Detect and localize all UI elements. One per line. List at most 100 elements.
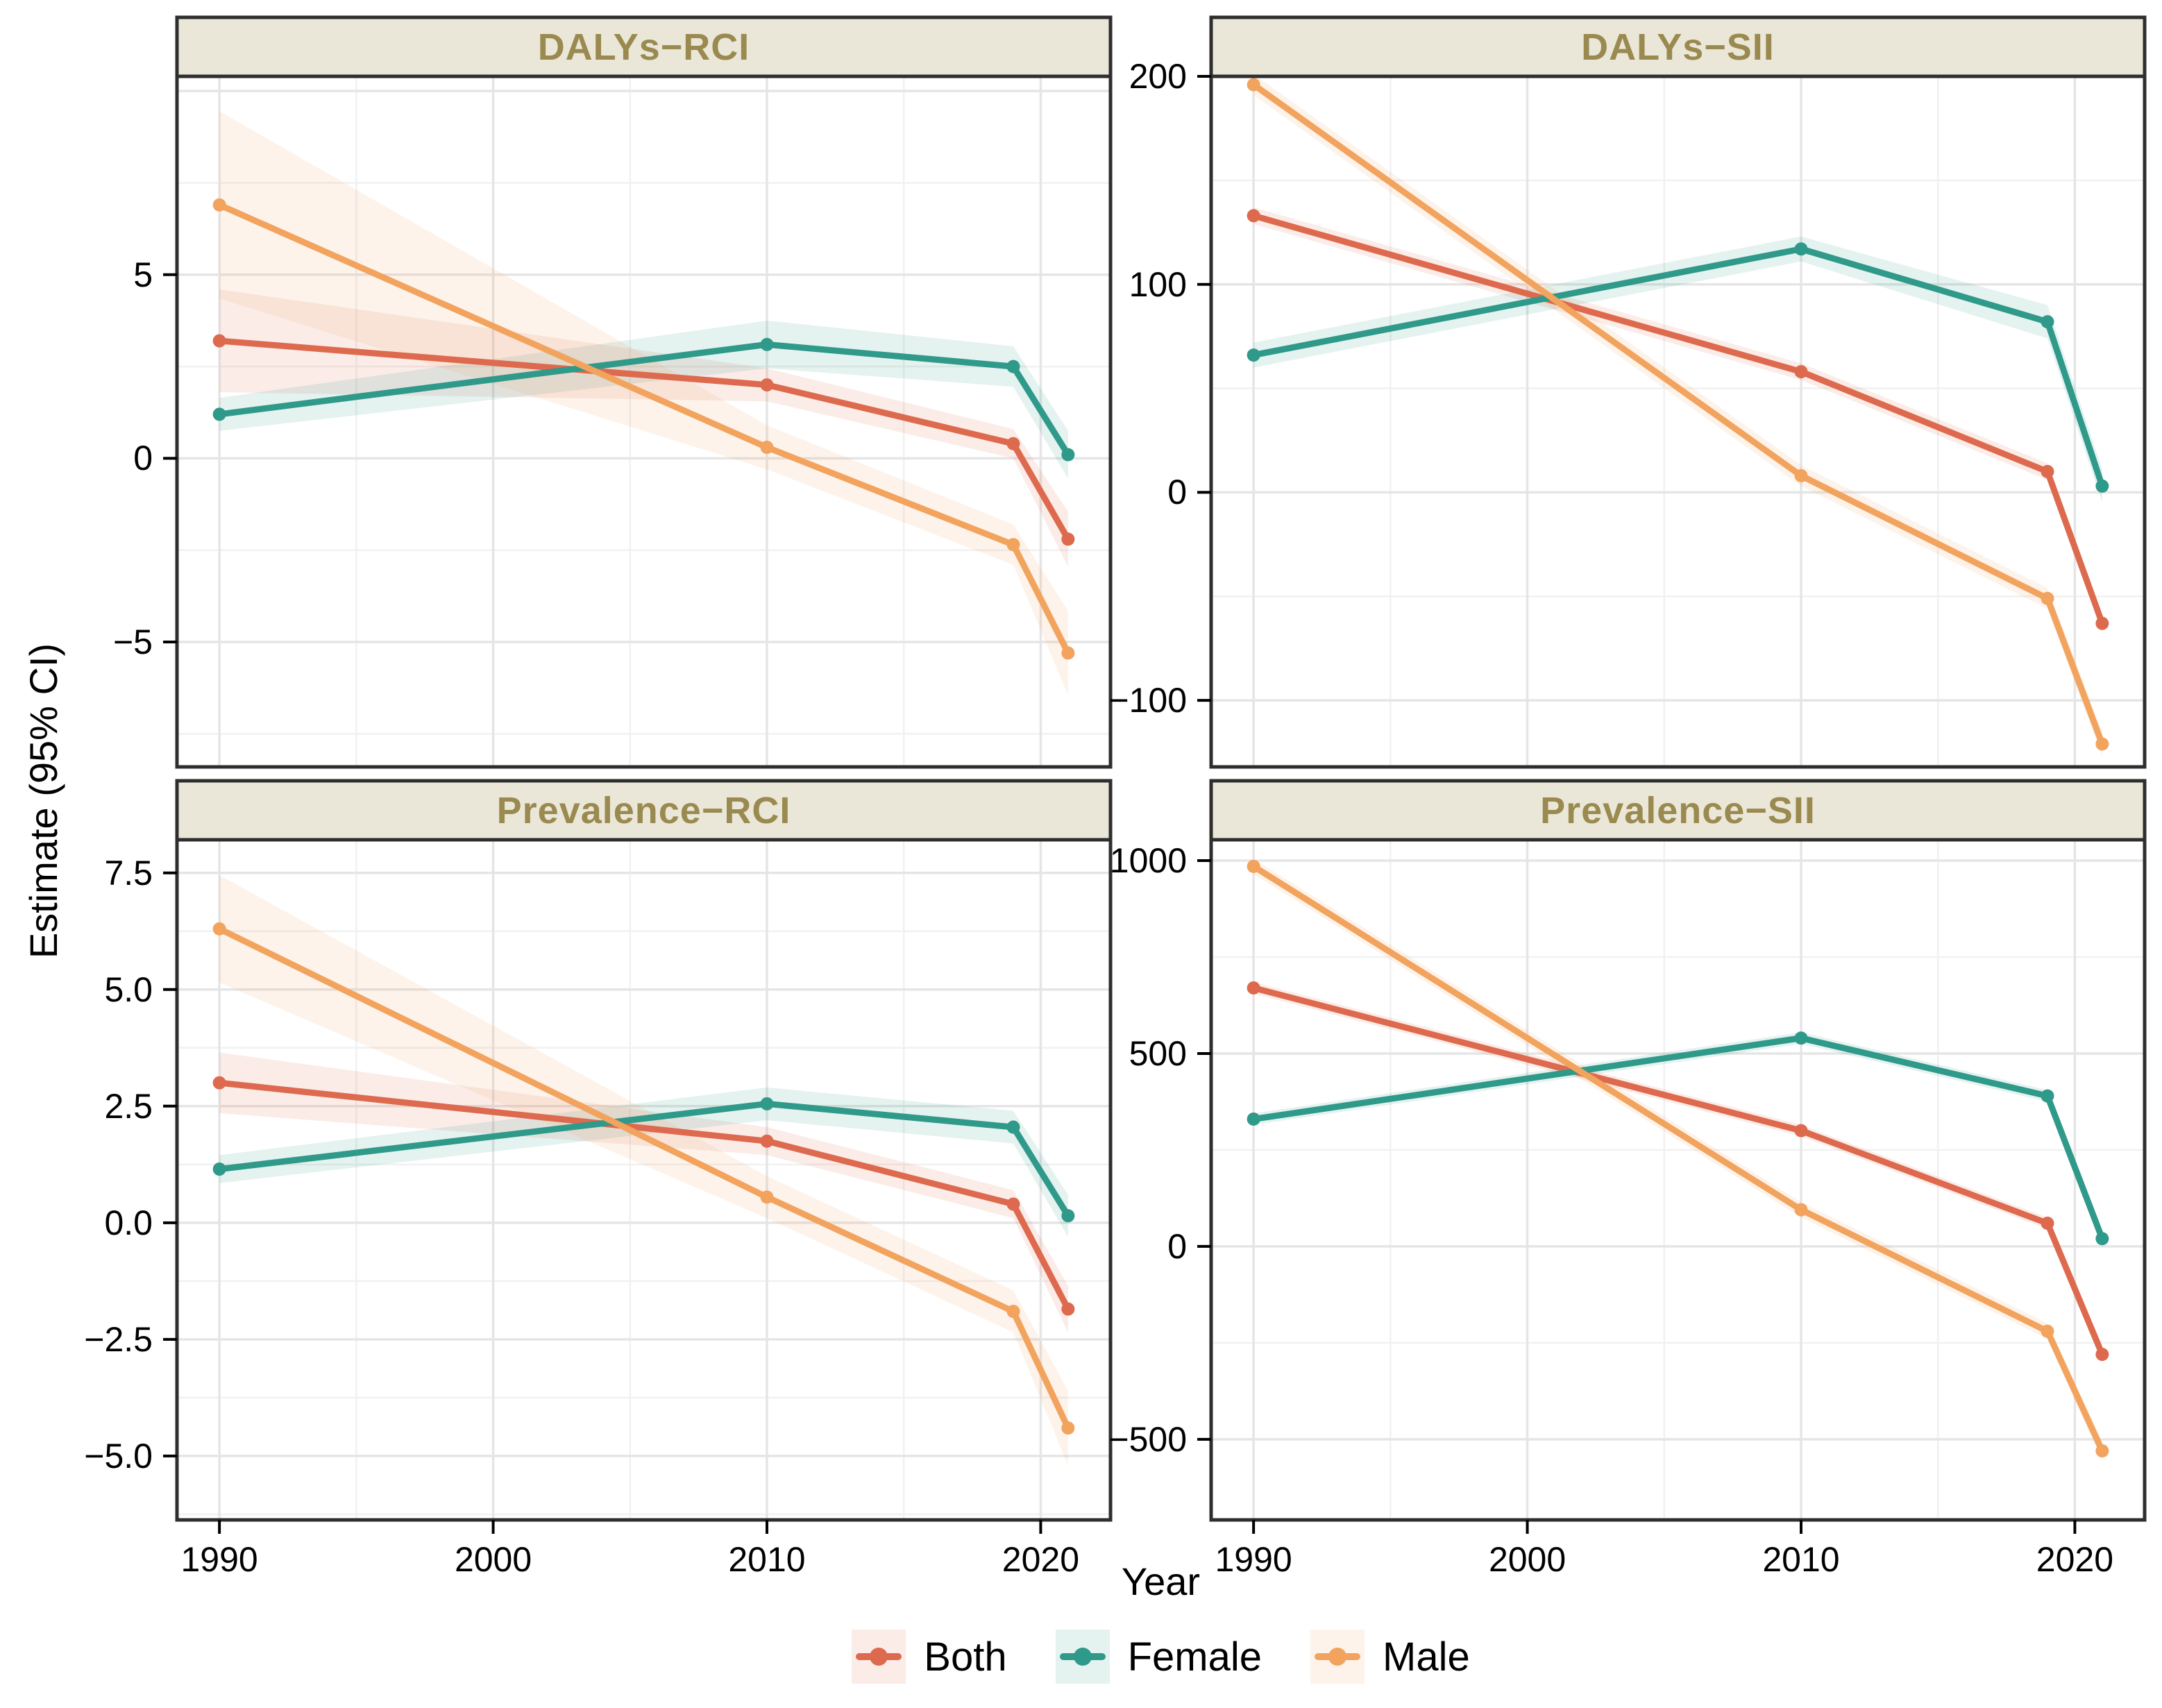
facet-strip-title-dalys-sii: DALYs−SII bbox=[1581, 26, 1775, 68]
data-point-both bbox=[2095, 616, 2109, 630]
y-tick-label: −5.0 bbox=[84, 1436, 153, 1476]
data-point-female bbox=[2041, 315, 2054, 329]
legend-point-swatch bbox=[870, 1648, 888, 1666]
data-point-both bbox=[760, 378, 774, 392]
x-tick-label: 1990 bbox=[180, 1540, 258, 1579]
data-point-both bbox=[1247, 981, 1260, 995]
data-point-female bbox=[1247, 348, 1260, 362]
legend-label-both: Both bbox=[924, 1634, 1007, 1680]
data-point-female bbox=[760, 337, 774, 351]
series-line-female bbox=[216, 1100, 1072, 1219]
ci-ribbon-both bbox=[219, 1052, 1068, 1333]
legend-key-female bbox=[1055, 1630, 1110, 1684]
y-tick-label: 5.0 bbox=[104, 970, 153, 1009]
data-point-male bbox=[1794, 468, 1808, 482]
data-point-male bbox=[1061, 646, 1075, 660]
data-point-male bbox=[2041, 591, 2054, 605]
data-point-both bbox=[1061, 532, 1075, 546]
data-point-female bbox=[1061, 448, 1075, 462]
y-tick-label: −100 bbox=[1108, 681, 1187, 720]
ci-ribbon-male bbox=[219, 111, 1068, 695]
data-point-male bbox=[2095, 737, 2109, 751]
series-line-both bbox=[1250, 212, 2106, 627]
data-point-female bbox=[1006, 360, 1020, 373]
legend-point-swatch bbox=[1073, 1648, 1092, 1666]
ci-ribbon-female bbox=[1253, 236, 2102, 503]
y-tick-label: 1000 bbox=[1109, 841, 1187, 881]
panel-background bbox=[1211, 76, 2145, 767]
data-point-male bbox=[760, 1190, 774, 1204]
legend-item-female: Female bbox=[1055, 1630, 1262, 1684]
series-line-female bbox=[1250, 246, 2106, 489]
data-point-both bbox=[1006, 437, 1020, 450]
ci-ribbon-female bbox=[219, 1087, 1068, 1237]
legend: Both Female Male bbox=[177, 1630, 2145, 1684]
y-tick-label: −500 bbox=[1108, 1419, 1187, 1459]
ci-ribbon-male bbox=[1253, 76, 2102, 757]
x-tick-label: 2020 bbox=[2036, 1540, 2114, 1579]
facet-strip bbox=[175, 15, 1113, 78]
data-point-both bbox=[1794, 1124, 1808, 1138]
data-point-both bbox=[212, 1076, 226, 1090]
x-tick-label: 2000 bbox=[454, 1540, 532, 1579]
data-point-both bbox=[1794, 365, 1808, 379]
data-point-both bbox=[2041, 1217, 2054, 1231]
data-point-both bbox=[1247, 209, 1260, 223]
data-point-female bbox=[1006, 1120, 1020, 1134]
y-tick-label: 200 bbox=[1129, 57, 1187, 96]
y-tick-label: 0 bbox=[1167, 1226, 1187, 1266]
data-point-both bbox=[2041, 464, 2054, 478]
data-point-male bbox=[212, 198, 226, 212]
data-point-female bbox=[2095, 1232, 2109, 1246]
legend-key-male bbox=[1310, 1630, 1365, 1684]
data-point-female bbox=[1794, 1031, 1808, 1045]
series-line-both bbox=[1250, 984, 2106, 1358]
facet-strip-title-dalys-rci: DALYs−RCI bbox=[537, 26, 750, 68]
data-point-both bbox=[760, 1134, 774, 1148]
facet-strip bbox=[1209, 15, 2147, 78]
ci-ribbon-female bbox=[219, 320, 1068, 479]
data-point-male bbox=[1006, 538, 1020, 552]
legend-point-swatch bbox=[1328, 1648, 1346, 1666]
data-point-both bbox=[212, 334, 226, 348]
series-line-male bbox=[1250, 81, 2106, 747]
x-tick-label: 2010 bbox=[728, 1540, 806, 1579]
x-tick-label: 2010 bbox=[1762, 1540, 1840, 1579]
data-point-both bbox=[2095, 1348, 2109, 1362]
y-tick-label: 5 bbox=[133, 255, 153, 294]
ci-ribbon-male bbox=[219, 875, 1068, 1466]
x-tick-label: 2020 bbox=[1002, 1540, 1080, 1579]
x-tick-label: 2000 bbox=[1488, 1540, 1566, 1579]
data-point-male bbox=[1061, 1421, 1075, 1435]
series-line-both bbox=[216, 1079, 1072, 1312]
panel-background bbox=[177, 76, 1110, 767]
legend-label-male: Male bbox=[1383, 1634, 1470, 1680]
legend-label-female: Female bbox=[1127, 1634, 1262, 1680]
data-point-female bbox=[212, 407, 226, 421]
data-point-male bbox=[1247, 78, 1260, 92]
panel-background bbox=[177, 840, 1110, 1520]
ci-ribbon-both bbox=[1253, 207, 2102, 632]
data-point-female bbox=[2041, 1089, 2054, 1103]
y-tick-label: 100 bbox=[1129, 264, 1187, 304]
data-point-male bbox=[212, 922, 226, 936]
data-point-both bbox=[1061, 1302, 1075, 1316]
data-point-female bbox=[212, 1162, 226, 1176]
data-point-male bbox=[1247, 859, 1260, 873]
y-tick-label: 2.5 bbox=[104, 1086, 153, 1126]
y-tick-label: 0 bbox=[1167, 473, 1187, 512]
y-tick-label: 0.0 bbox=[104, 1203, 153, 1242]
x-axis-title: Year bbox=[1121, 1559, 1201, 1603]
data-point-male bbox=[1006, 1305, 1020, 1319]
series-line-male bbox=[1250, 863, 2106, 1454]
data-point-male bbox=[2041, 1324, 2054, 1338]
facet-strip-title-prevalence-rci: Prevalence−RCI bbox=[496, 789, 791, 831]
facet-strip-title-prevalence-sii: Prevalence−SII bbox=[1540, 789, 1816, 831]
legend-key-both bbox=[852, 1630, 906, 1684]
data-point-female bbox=[2095, 479, 2109, 493]
x-tick-label: 1990 bbox=[1215, 1540, 1292, 1579]
data-point-male bbox=[2095, 1444, 2109, 1457]
series-line-female bbox=[1250, 1035, 2106, 1242]
